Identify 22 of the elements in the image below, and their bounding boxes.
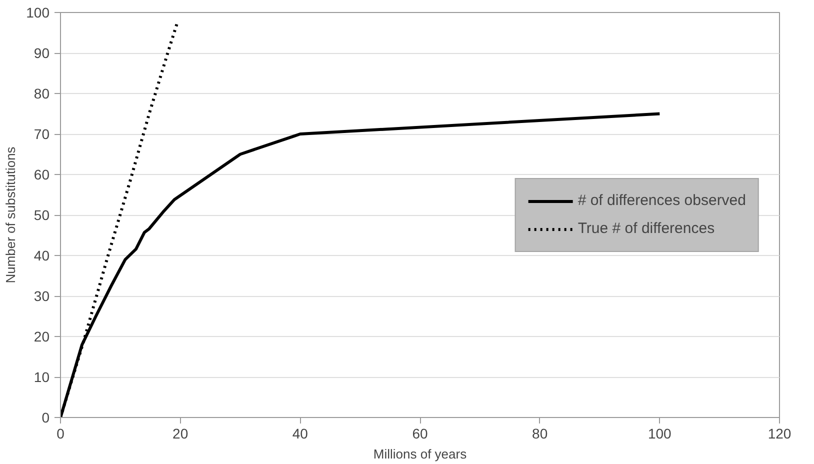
x-tick-label: 0 (56, 426, 65, 442)
y-tick-label: 10 (34, 369, 50, 385)
x-tick-label: 80 (532, 426, 548, 442)
legend-label: True # of differences (578, 220, 715, 237)
y-tick-label: 20 (34, 328, 50, 344)
y-tick-label: 0 (42, 410, 50, 426)
y-tick-label: 100 (26, 4, 50, 20)
y-axis-title: Number of substitutions (3, 146, 18, 284)
x-tick-label: 20 (172, 426, 188, 442)
legend-label: # of differences observed (578, 192, 746, 209)
y-tick-label: 50 (34, 207, 50, 223)
y-tick-label: 70 (34, 126, 50, 142)
x-tick-label: 100 (648, 426, 672, 442)
x-tick-label: 40 (292, 426, 308, 442)
y-tick-label: 30 (34, 288, 50, 304)
x-axis-title: Millions of years (373, 446, 468, 462)
y-tick-label: 60 (34, 166, 50, 182)
y-tick-label: 90 (34, 45, 50, 61)
y-tick-label: 80 (34, 86, 50, 102)
y-tick-label: 40 (34, 248, 50, 264)
x-tick-label: 60 (412, 426, 428, 442)
x-tick-label: 120 (768, 426, 792, 442)
